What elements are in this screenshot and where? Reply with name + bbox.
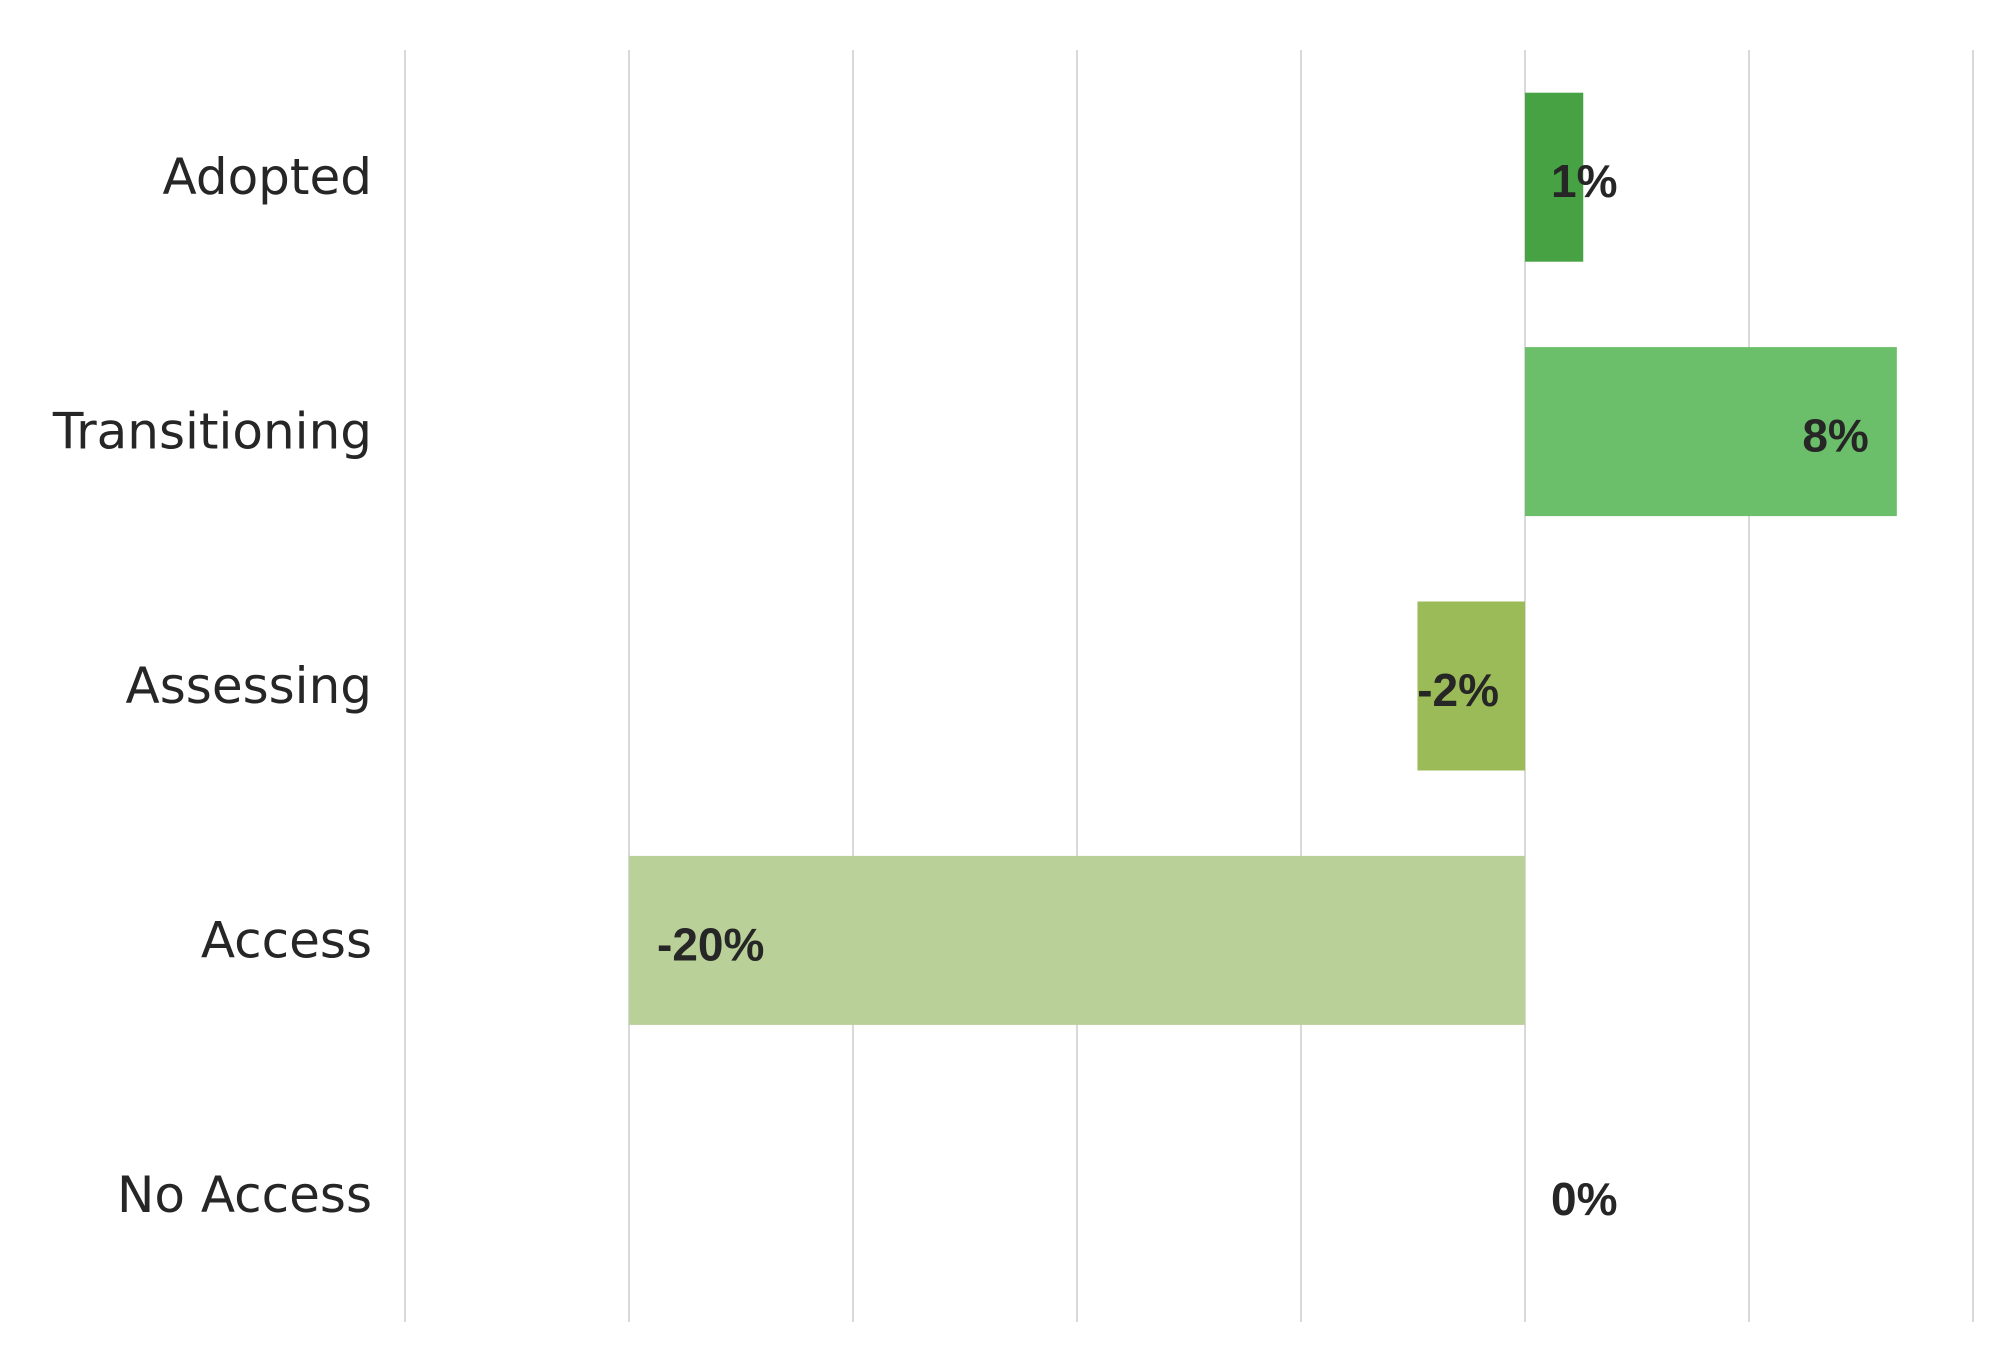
data-label-assessing: -2% <box>1417 664 1499 716</box>
category-label-transitioning: Transitioning <box>52 403 372 461</box>
bars <box>629 92 1897 1025</box>
category-label-access: Access <box>201 911 372 969</box>
category-label-assessing: Assessing <box>126 657 372 715</box>
bar-adopted <box>1525 92 1584 262</box>
gridlines <box>404 50 1974 1322</box>
category-label-adopted: Adopted <box>163 148 373 206</box>
bar-transitioning <box>1525 347 1897 517</box>
category-labels: Adopted Transitioning Assessing Access No Ac… <box>52 148 372 1224</box>
data-labels: 1% 8% -2% -20% 0% <box>657 155 1869 1225</box>
data-label-no-access: 0% <box>1551 1173 1617 1225</box>
bar-assessing <box>1417 601 1525 771</box>
bar-access <box>629 855 1525 1025</box>
data-label-adopted: 1% <box>1551 155 1617 207</box>
category-label-no-access: No Access <box>117 1166 372 1224</box>
data-label-access: -20% <box>657 918 764 970</box>
data-label-transitioning: 8% <box>1802 410 1868 462</box>
